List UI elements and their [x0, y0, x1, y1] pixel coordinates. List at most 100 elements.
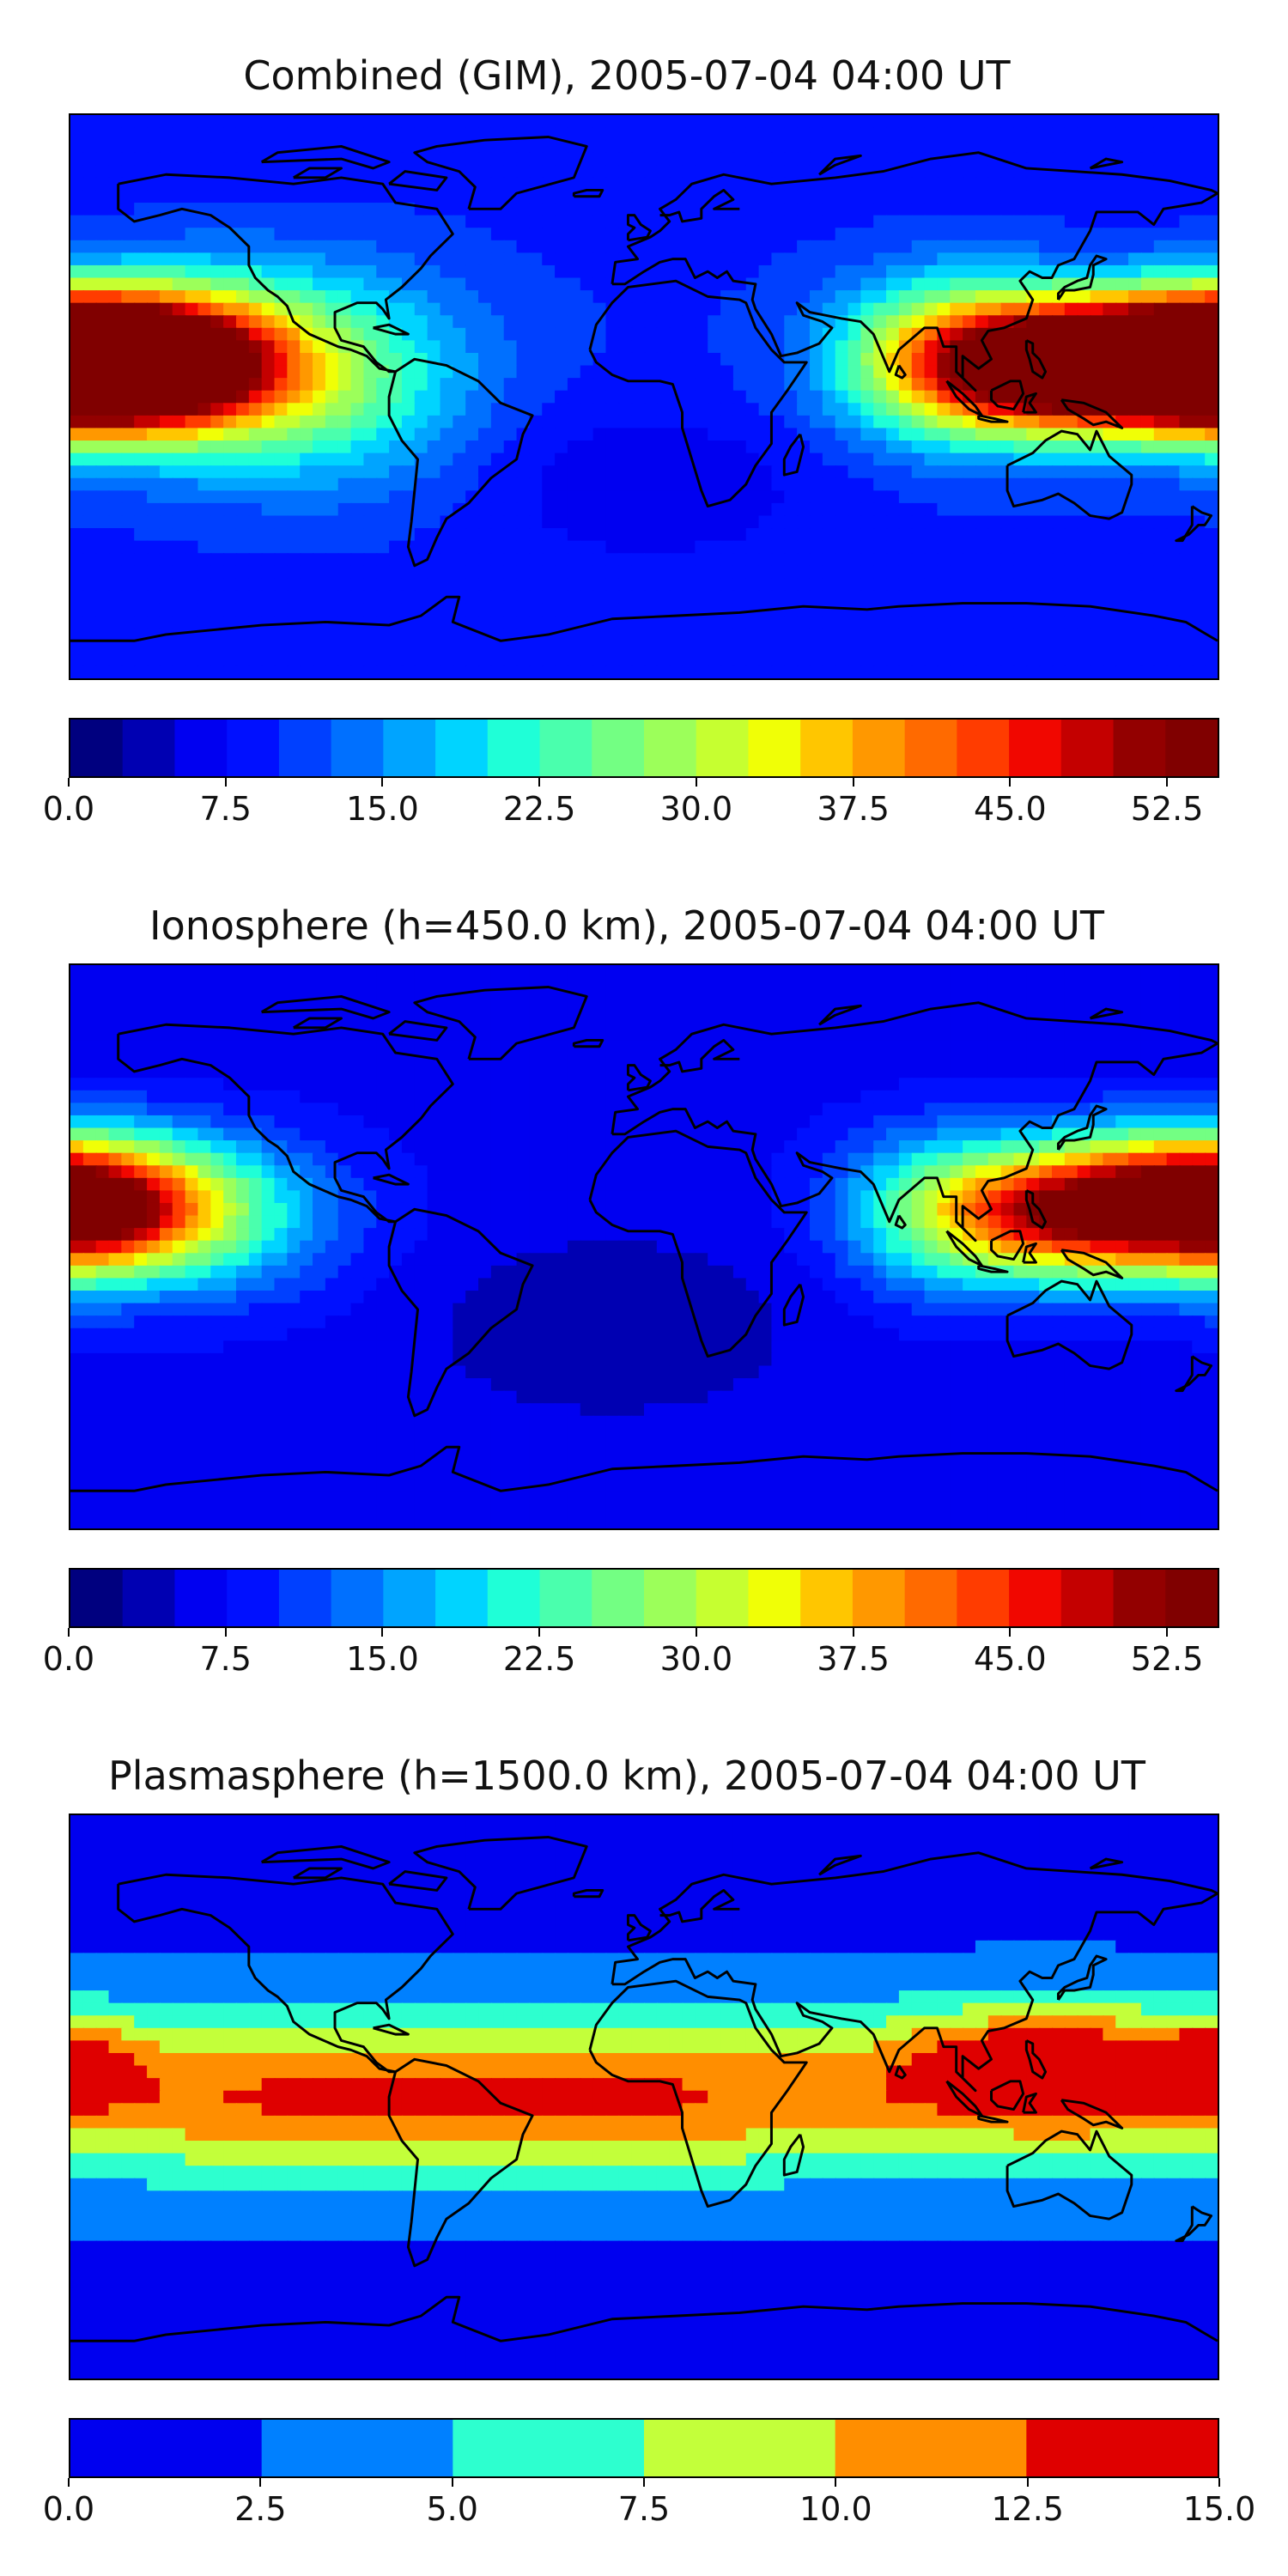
- colorbar-segment: [1009, 1570, 1062, 1626]
- panel-title: Ionosphere (h=450.0 km), 2005-07-04 04:0…: [149, 902, 1104, 949]
- colorbar-segment: [261, 2420, 454, 2476]
- colorbar-tick-label: 7.5: [199, 790, 252, 828]
- coastline: [373, 323, 410, 336]
- coastline: [626, 214, 652, 242]
- colorbar-tick-label: 10.0: [799, 2490, 872, 2528]
- colorbar-tick-label: 37.5: [817, 1640, 890, 1678]
- colorbar-tick-label: 0.0: [42, 2490, 95, 2528]
- coastline: [117, 1873, 454, 2074]
- colorbar-segment: [383, 720, 436, 776]
- colorbar-tick: [381, 1628, 384, 1637]
- panel-title: Combined (GIM), 2005-07-04 04:00 UT: [243, 52, 1011, 99]
- colorbar-svg: [70, 720, 1218, 776]
- colorbar-tick: [1218, 2478, 1220, 2487]
- coastline: [818, 1004, 862, 1026]
- colorbar-segment: [70, 2420, 263, 2476]
- map-svg: [70, 965, 1218, 1528]
- colorbar-segment: [122, 1570, 176, 1626]
- coastline: [1024, 2039, 1048, 2080]
- colorbar-tick-label: 0.0: [42, 1640, 95, 1678]
- map-plot: [69, 113, 1219, 680]
- colorbar-segment: [748, 720, 801, 776]
- colorbar-tick-label: 7.5: [199, 1640, 252, 1678]
- coastline: [70, 1445, 1218, 1492]
- coastline: [1060, 2099, 1124, 2129]
- colorbar-segment: [748, 1570, 801, 1626]
- colorbar-segment: [957, 1570, 1010, 1626]
- colorbar-segment: [487, 720, 541, 776]
- colorbar-tick-label: 52.5: [1130, 790, 1204, 828]
- colorbar-tick-label: 52.5: [1130, 1640, 1204, 1678]
- colorbar-segment: [1060, 720, 1115, 776]
- coastline: [1024, 339, 1048, 380]
- colorbar-segment: [227, 1570, 280, 1626]
- coastline: [1024, 1189, 1048, 1230]
- coastline: [293, 167, 343, 179]
- colorbar-tick: [852, 778, 854, 787]
- coastline: [626, 1914, 652, 1942]
- colorbar-tick: [852, 1628, 854, 1637]
- colorbar-tick-label: 30.0: [659, 1640, 733, 1678]
- coastline: [894, 1214, 907, 1230]
- coastline: [659, 1039, 740, 1073]
- colorbar-segment: [1165, 720, 1218, 776]
- coastline: [611, 1001, 1218, 1242]
- coastline: [387, 2057, 534, 2268]
- coastline: [572, 1889, 605, 1899]
- colorbar-segment: [539, 1570, 592, 1626]
- coastline: [626, 1064, 652, 1092]
- colorbar-tick: [68, 778, 70, 787]
- colorbar-segment: [644, 1570, 697, 1626]
- colorbar-tick: [538, 778, 541, 787]
- colorbar-segment: [957, 720, 1010, 776]
- coastline: [977, 2114, 1009, 2123]
- colorbar-tick: [538, 1628, 541, 1637]
- coastline: [1089, 1007, 1124, 1020]
- colorbar-segment: [852, 1570, 906, 1626]
- colorbar-tick: [1166, 1628, 1169, 1637]
- colorbar-tick-label: 22.5: [502, 790, 576, 828]
- colorbar-tick: [68, 2478, 70, 2487]
- colorbar-tick-label: 15.0: [1182, 2490, 1256, 2528]
- colorbar-tick: [259, 2478, 262, 2487]
- colorbar: [69, 718, 1219, 778]
- coastline: [990, 1230, 1025, 1261]
- coastline: [588, 1979, 808, 2208]
- colorbar-segment: [1060, 1570, 1115, 1626]
- panel-title: Plasmasphere (h=1500.0 km), 2005-07-04 0…: [108, 1753, 1145, 1799]
- colorbar-segment: [644, 720, 697, 776]
- coastline: [818, 1854, 862, 1876]
- map-svg: [70, 115, 1218, 678]
- colorbar-segment: [331, 1570, 385, 1626]
- colorbar-ticks: 0.0 7.5 15.0 22.5 30.0 37.5 45.0 52.5: [43, 778, 1219, 829]
- coastline: [1022, 392, 1037, 414]
- coastline: [572, 189, 605, 198]
- coastline: [260, 144, 391, 170]
- colorbar-segment: [227, 720, 280, 776]
- coastline: [388, 1870, 448, 1892]
- colorbar-tick-label: 15.0: [346, 1640, 419, 1678]
- colorbar-segment: [487, 1570, 541, 1626]
- coastline: [1005, 429, 1133, 520]
- colorbar-segment: [70, 720, 124, 776]
- colorbar-segment: [453, 2420, 645, 2476]
- colorbar-segment: [539, 720, 592, 776]
- coastline: [1056, 254, 1108, 301]
- colorbar-ticks: 0.0 7.5 15.0 22.5 30.0 37.5 45.0 52.5: [43, 1628, 1219, 1680]
- coastline: [293, 1017, 343, 1030]
- colorbar-segment: [800, 720, 854, 776]
- colorbar-segment: [696, 720, 750, 776]
- colorbar-tick: [224, 778, 227, 787]
- coastline: [388, 170, 448, 191]
- colorbar-svg: [70, 2420, 1218, 2476]
- coastline: [260, 1844, 391, 1870]
- colorbar-segment: [1009, 720, 1062, 776]
- colorbar-tick-label: 2.5: [234, 2490, 287, 2528]
- map-plot: [69, 1814, 1219, 2380]
- colorbar-tick-label: 15.0: [346, 790, 419, 828]
- colorbar-tick-label: 7.5: [617, 2490, 671, 2528]
- colorbar-segment: [1113, 1570, 1166, 1626]
- coastline: [413, 986, 588, 1060]
- colorbar-segment: [696, 1570, 750, 1626]
- coastline: [1056, 1104, 1108, 1151]
